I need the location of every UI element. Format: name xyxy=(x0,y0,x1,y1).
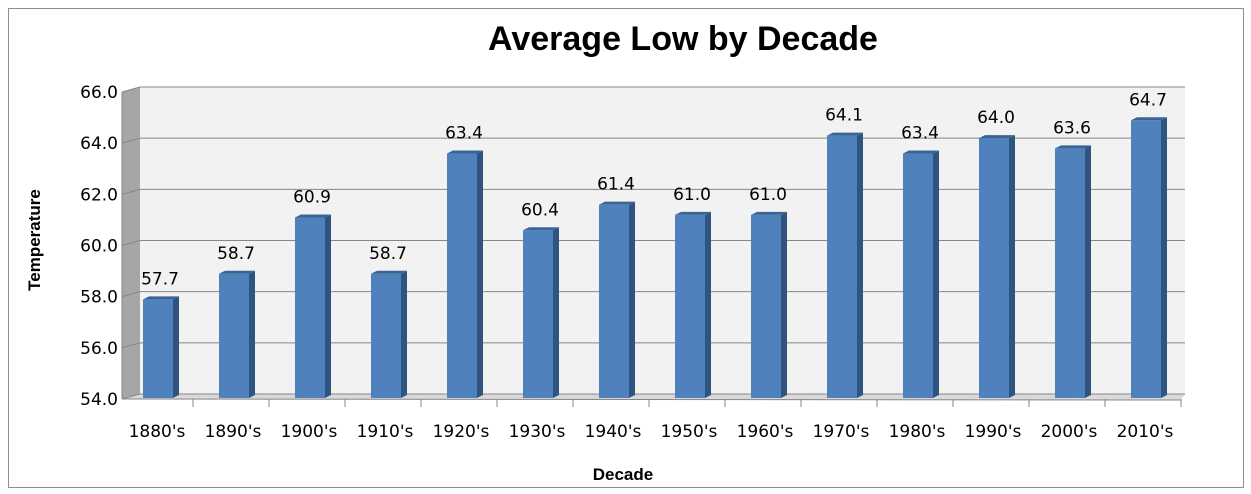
bar-side xyxy=(1009,135,1015,398)
x-tick-label: 2010's xyxy=(1117,422,1174,442)
bar xyxy=(979,138,1009,398)
x-tick-label: 1950's xyxy=(661,422,718,442)
data-label: 57.7 xyxy=(141,269,179,289)
bar-top xyxy=(1131,117,1167,121)
bar xyxy=(1131,120,1161,398)
bar-side xyxy=(477,150,483,398)
bar-side xyxy=(1085,145,1091,398)
x-tick-label: 1970's xyxy=(813,422,870,442)
y-tick-label: 62.0 xyxy=(80,185,118,205)
x-tick-label: 1960's xyxy=(737,422,794,442)
bar-side xyxy=(553,227,559,398)
data-label: 63.4 xyxy=(445,124,483,144)
x-axis-title: Decade xyxy=(593,465,653,484)
x-tick-label: 1980's xyxy=(889,422,946,442)
data-label: 61.0 xyxy=(749,185,787,205)
bar-top xyxy=(903,150,939,154)
bar-side xyxy=(705,211,711,398)
y-tick-label: 56.0 xyxy=(80,339,118,359)
data-label: 60.9 xyxy=(293,187,331,207)
bar-side xyxy=(249,270,255,398)
bar-top xyxy=(751,211,787,215)
bar xyxy=(751,214,781,398)
data-label: 64.0 xyxy=(977,108,1015,128)
bar-side xyxy=(173,296,179,398)
y-gridline-depth xyxy=(121,393,141,400)
data-label: 64.7 xyxy=(1129,90,1167,110)
bar-top xyxy=(1055,145,1091,149)
bar-top xyxy=(979,135,1015,139)
x-tick-label: 1900's xyxy=(281,422,338,442)
bar xyxy=(295,217,325,398)
bar-side xyxy=(1161,117,1167,398)
bar-top xyxy=(599,201,635,205)
y-tick-label: 64.0 xyxy=(80,134,118,154)
data-label: 63.6 xyxy=(1053,118,1091,138)
chart-title: Average Low by Decade xyxy=(488,20,878,58)
bar-side xyxy=(629,201,635,398)
y-gridline-depth xyxy=(121,86,141,93)
y-gridline-depth xyxy=(121,291,141,298)
x-tick-label: 2000's xyxy=(1041,422,1098,442)
y-tick-label: 58.0 xyxy=(80,288,118,308)
bar-top xyxy=(143,296,179,300)
x-tick-label: 1910's xyxy=(357,422,414,442)
y-gridline-depth xyxy=(121,342,141,349)
x-tick-label: 1880's xyxy=(129,422,186,442)
bar xyxy=(447,153,477,398)
bar-side xyxy=(933,150,939,398)
y-gridline-depth xyxy=(121,137,141,144)
y-gridline-depth xyxy=(121,240,141,246)
bar xyxy=(827,135,857,398)
bar xyxy=(675,214,705,398)
y-axis-title: Temperature xyxy=(25,189,44,291)
bar xyxy=(143,299,173,398)
bar xyxy=(523,230,553,398)
data-label: 61.4 xyxy=(597,175,635,195)
y-tick-label: 54.0 xyxy=(80,390,118,410)
x-tick-label: 1990's xyxy=(965,422,1022,442)
bar-top xyxy=(827,132,863,136)
data-label: 58.7 xyxy=(217,244,255,264)
bar-top xyxy=(219,270,255,274)
bar-side xyxy=(857,132,863,398)
bar xyxy=(599,204,629,398)
bar-side xyxy=(401,270,407,398)
bar-side xyxy=(781,211,787,398)
bar-top xyxy=(295,214,331,218)
x-tick-label: 1920's xyxy=(433,422,490,442)
data-label: 60.4 xyxy=(521,200,559,220)
x-axis-line xyxy=(121,398,1182,401)
x-tick-label: 1940's xyxy=(585,422,642,442)
bar-side xyxy=(325,214,331,398)
plot-area: 54.0 56.0 58.0 60.0 62.0 64.0 66.0 57.7 1880's 58… xyxy=(80,83,1185,442)
data-label: 58.7 xyxy=(369,244,407,264)
y-tick-label: 60.0 xyxy=(80,237,118,257)
bar xyxy=(903,153,933,398)
bar-top xyxy=(675,211,711,215)
data-label: 61.0 xyxy=(673,185,711,205)
bar xyxy=(371,273,401,398)
y-tick-label: 66.0 xyxy=(80,83,118,103)
y-gridline-depth xyxy=(121,188,141,195)
data-label: 64.1 xyxy=(825,106,863,126)
bar xyxy=(1055,148,1085,398)
x-tick-label: 1890's xyxy=(205,422,262,442)
bar-top xyxy=(523,227,559,231)
data-label: 63.4 xyxy=(901,124,939,144)
bar xyxy=(219,273,249,398)
x-tick-label: 1930's xyxy=(509,422,566,442)
bar-top xyxy=(447,150,483,154)
bar-top xyxy=(371,270,407,274)
